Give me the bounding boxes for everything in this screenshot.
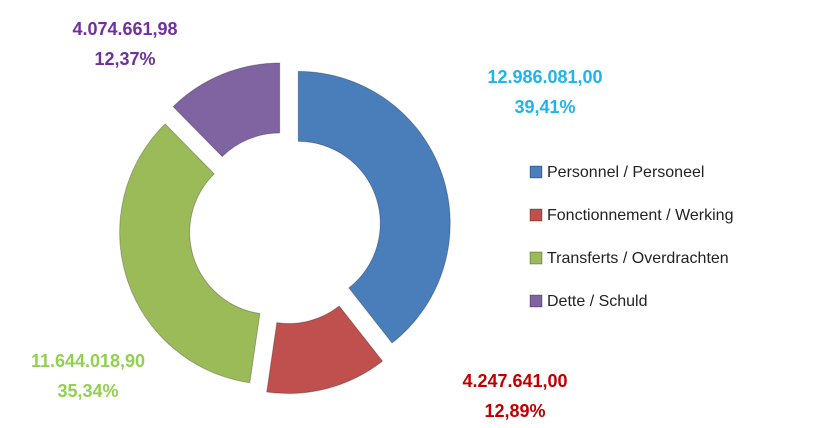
legend-label: Personnel / Personeel <box>547 164 704 181</box>
doughnut-segment <box>266 305 384 395</box>
value-label: 12.986.081,00 <box>487 67 602 87</box>
legend-swatch <box>529 251 543 265</box>
legend-swatch <box>529 294 543 308</box>
percentage-label: 12,89% <box>484 401 545 421</box>
doughnut-segment <box>297 70 451 344</box>
value-label: 11.644.018,90 <box>31 351 145 371</box>
legend-label: Transferts / Overdrachten <box>547 250 729 267</box>
percentage-label: 35,34% <box>57 381 118 401</box>
doughnut-segment <box>119 123 261 384</box>
legend-label: Dette / Schuld <box>547 293 648 310</box>
doughnut-segment <box>172 62 281 158</box>
value-label: 4.074.661,98 <box>72 19 177 39</box>
legend-swatch <box>529 165 543 179</box>
legend-label: Fonctionnement / Werking <box>547 207 733 224</box>
percentage-label: 12,37% <box>94 49 155 69</box>
value-label: 4.247.641,00 <box>462 371 567 391</box>
percentage-label: 39,41% <box>514 97 575 117</box>
legend-swatch <box>529 208 543 222</box>
